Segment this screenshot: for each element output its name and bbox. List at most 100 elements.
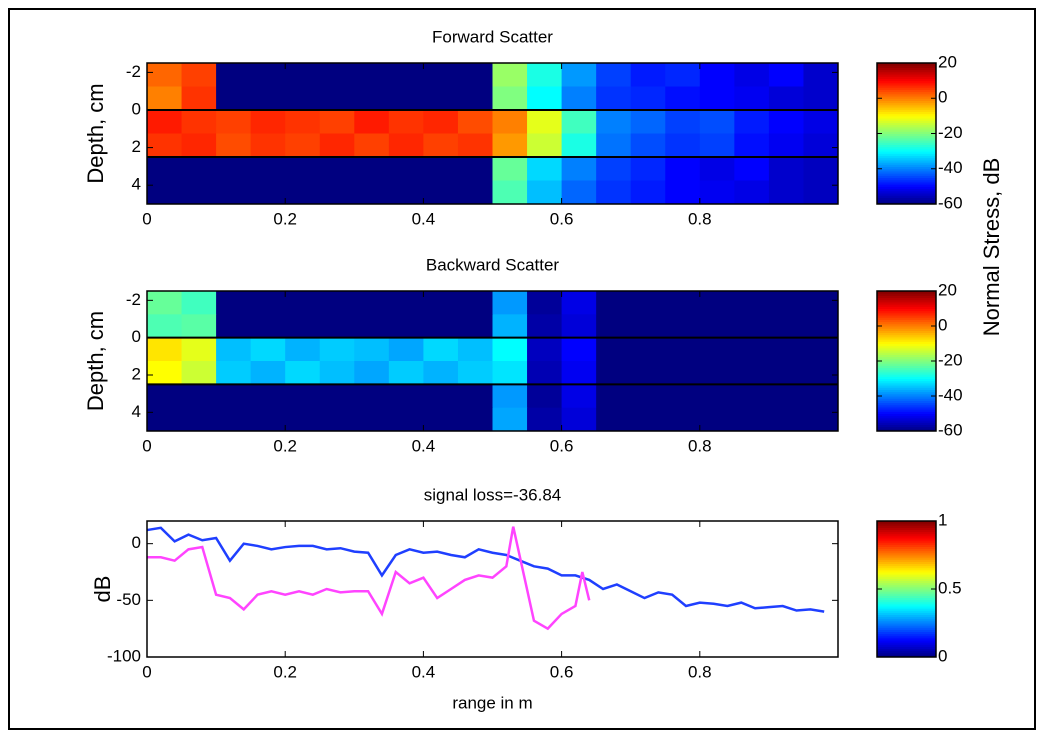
- colorbar-swatch: [877, 74, 936, 77]
- colorbar-swatch: [877, 533, 936, 537]
- heat-cell: [181, 86, 217, 111]
- colorbar-swatch: [877, 572, 936, 575]
- heat-cell: [319, 361, 355, 385]
- colorbar-swatch: [877, 76, 936, 79]
- colorbar-swatch: [877, 606, 936, 609]
- heat-cell: [492, 133, 528, 158]
- heat-cell: [423, 110, 459, 134]
- colorbar-swatch: [877, 591, 936, 594]
- y-tick-label: 4: [132, 402, 141, 421]
- heat-cell: [527, 291, 563, 315]
- colorbar-swatch: [877, 304, 936, 307]
- colorbar-swatch: [877, 122, 936, 126]
- colorbar-swatch: [877, 529, 936, 533]
- heat-cell: [388, 157, 424, 181]
- heat-cell: [147, 407, 183, 432]
- heat-cell: [803, 86, 839, 111]
- heat-cell: [630, 407, 666, 432]
- heat-cell: [457, 86, 493, 111]
- heat-cell: [457, 180, 493, 205]
- colorbar-swatch: [877, 181, 936, 185]
- heat-cell: [147, 157, 183, 181]
- y-tick-label: 2: [132, 364, 141, 383]
- colorbar-swatch: [877, 382, 936, 386]
- heat-cell: [216, 361, 252, 385]
- colorbar-tick-label: -40: [938, 385, 963, 404]
- heat-cell: [699, 337, 735, 362]
- colorbar-swatch: [877, 637, 936, 641]
- colorbar-swatch: [877, 608, 936, 611]
- heat-cell: [319, 384, 355, 409]
- heat-cell: [181, 384, 217, 409]
- heat-cell: [492, 291, 528, 315]
- heat-cell: [768, 314, 804, 339]
- heat-cell: [665, 180, 701, 205]
- colorbar-swatch: [877, 614, 936, 618]
- heat-cell: [250, 157, 286, 181]
- colorbar-swatch: [877, 352, 936, 355]
- y-tick-label: -100: [107, 646, 141, 665]
- heat-cell: [734, 157, 770, 181]
- heat-cell: [561, 407, 597, 432]
- heat-cell: [527, 314, 563, 339]
- heat-cell: [319, 180, 355, 205]
- heat-cell: [768, 384, 804, 409]
- heat-cell: [630, 314, 666, 339]
- x-tick-label: 0.4: [412, 209, 436, 228]
- heat-cell: [734, 63, 770, 87]
- heat-cell: [181, 63, 217, 87]
- colorbar-swatch: [877, 582, 936, 586]
- colorbar-swatch: [877, 542, 936, 545]
- y-tick-label: 0: [132, 327, 141, 346]
- colorbar-swatch: [877, 586, 936, 590]
- colorbar-swatch: [877, 195, 936, 198]
- heat-cell: [630, 291, 666, 315]
- heat-cell: [492, 110, 528, 134]
- heat-cell: [492, 361, 528, 385]
- heat-cell: [803, 407, 839, 432]
- x-tick-label: 0.2: [273, 436, 297, 455]
- colorbar-swatch: [877, 199, 936, 203]
- colorbar-swatch: [877, 321, 936, 325]
- colorbar-swatch: [877, 610, 936, 613]
- heat-cell: [492, 86, 528, 111]
- colorbar-swatch: [877, 326, 936, 329]
- x-axis-label: range in m: [452, 693, 532, 712]
- colorbar-swatch: [877, 361, 936, 364]
- colorbar-swatch: [877, 100, 936, 104]
- colorbar-swatch: [877, 126, 936, 130]
- x-tick-label: 0.8: [688, 436, 712, 455]
- colorbar-swatch: [877, 140, 936, 143]
- heat-cell: [803, 291, 839, 315]
- heat-cell: [181, 314, 217, 339]
- colorbar-swatch: [877, 396, 936, 399]
- colorbar-swatch: [877, 546, 936, 550]
- colorbar-swatch: [877, 293, 936, 296]
- colorbar-swatch: [877, 96, 936, 99]
- colorbar-swatch: [877, 376, 936, 379]
- heat-cell: [803, 110, 839, 134]
- colorbar-swatch: [877, 115, 936, 119]
- colorbar-swatch: [877, 648, 936, 652]
- colorbar-swatch: [877, 291, 936, 294]
- colorbar-swatch: [877, 317, 936, 320]
- heat-cell: [250, 133, 286, 158]
- colorbar-swatch: [877, 428, 936, 432]
- heat-cell: [388, 407, 424, 432]
- heat-cell: [423, 384, 459, 409]
- heat-cell: [492, 180, 528, 205]
- heat-cell: [561, 86, 597, 111]
- heat-cell: [181, 110, 217, 134]
- colorbar-swatch: [877, 159, 936, 163]
- heat-cell: [768, 86, 804, 111]
- heat-cell: [457, 110, 493, 134]
- heat-cell: [561, 314, 597, 339]
- colorbar-swatch: [877, 391, 936, 395]
- heat-cell: [734, 291, 770, 315]
- heat-cell: [354, 63, 390, 87]
- colorbar-swatch: [877, 555, 936, 558]
- heat-cell: [319, 291, 355, 315]
- colorbar-swatch: [877, 164, 936, 168]
- heat-cell: [181, 407, 217, 432]
- heat-cell: [630, 361, 666, 385]
